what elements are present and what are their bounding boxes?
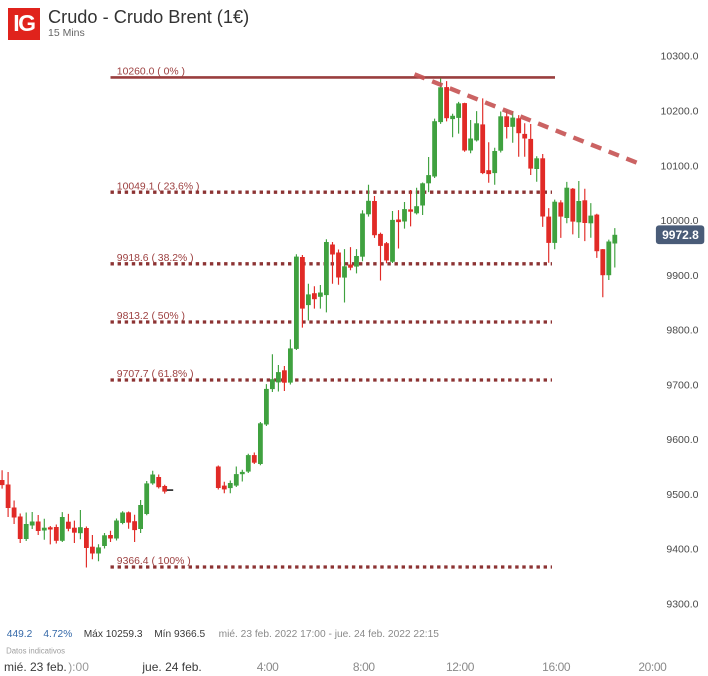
svg-text:9813.2 ( 50% ): 9813.2 ( 50% ) (117, 311, 185, 322)
svg-text:):00: ):00 (68, 660, 89, 674)
svg-text:9800.0: 9800.0 (666, 325, 698, 337)
svg-text:9500.0: 9500.0 (666, 489, 698, 501)
svg-text:4.72%: 4.72% (43, 629, 72, 640)
svg-text:10100.0: 10100.0 (661, 160, 699, 172)
svg-text:12:00: 12:00 (446, 660, 475, 674)
svg-text:9707.7 ( 61.8% ): 9707.7 ( 61.8% ) (117, 369, 194, 380)
svg-text:449.2: 449.2 (7, 629, 33, 640)
svg-text:9400.0: 9400.0 (666, 544, 698, 556)
svg-text:8:00: 8:00 (353, 660, 375, 674)
svg-text:20:00: 20:00 (638, 660, 667, 674)
svg-text:Datos indicativos: Datos indicativos (6, 647, 65, 656)
svg-text:Mín 9366.5: Mín 9366.5 (154, 629, 205, 640)
svg-text:9972.8: 9972.8 (662, 228, 699, 242)
svg-text:10260.0 ( 0% ): 10260.0 ( 0% ) (117, 67, 185, 78)
svg-text:16:00: 16:00 (542, 660, 571, 674)
svg-text:10200.0: 10200.0 (661, 105, 699, 117)
svg-text:9600.0: 9600.0 (666, 434, 698, 446)
svg-text:4:00: 4:00 (257, 660, 279, 674)
svg-text:9300.0: 9300.0 (666, 599, 698, 611)
svg-text:mié. 23 feb. 2022 17:00 - jue.: mié. 23 feb. 2022 17:00 - jue. 24 feb. 2… (219, 629, 440, 640)
svg-text:10000.0: 10000.0 (661, 215, 699, 227)
svg-text:9918.6 ( 38.2% ): 9918.6 ( 38.2% ) (117, 253, 194, 264)
svg-text:mié. 23 feb.: mié. 23 feb. (4, 660, 67, 674)
svg-text:9700.0: 9700.0 (666, 379, 698, 391)
svg-text:Máx 10259.3: Máx 10259.3 (84, 629, 143, 640)
svg-text:10300.0: 10300.0 (661, 51, 699, 63)
svg-text:9366.4 ( 100% ): 9366.4 ( 100% ) (117, 556, 191, 567)
svg-text:jue. 24 feb.: jue. 24 feb. (141, 660, 201, 674)
svg-text:10049.1 ( 23.6% ): 10049.1 ( 23.6% ) (117, 181, 200, 192)
svg-text:9900.0: 9900.0 (666, 270, 698, 282)
